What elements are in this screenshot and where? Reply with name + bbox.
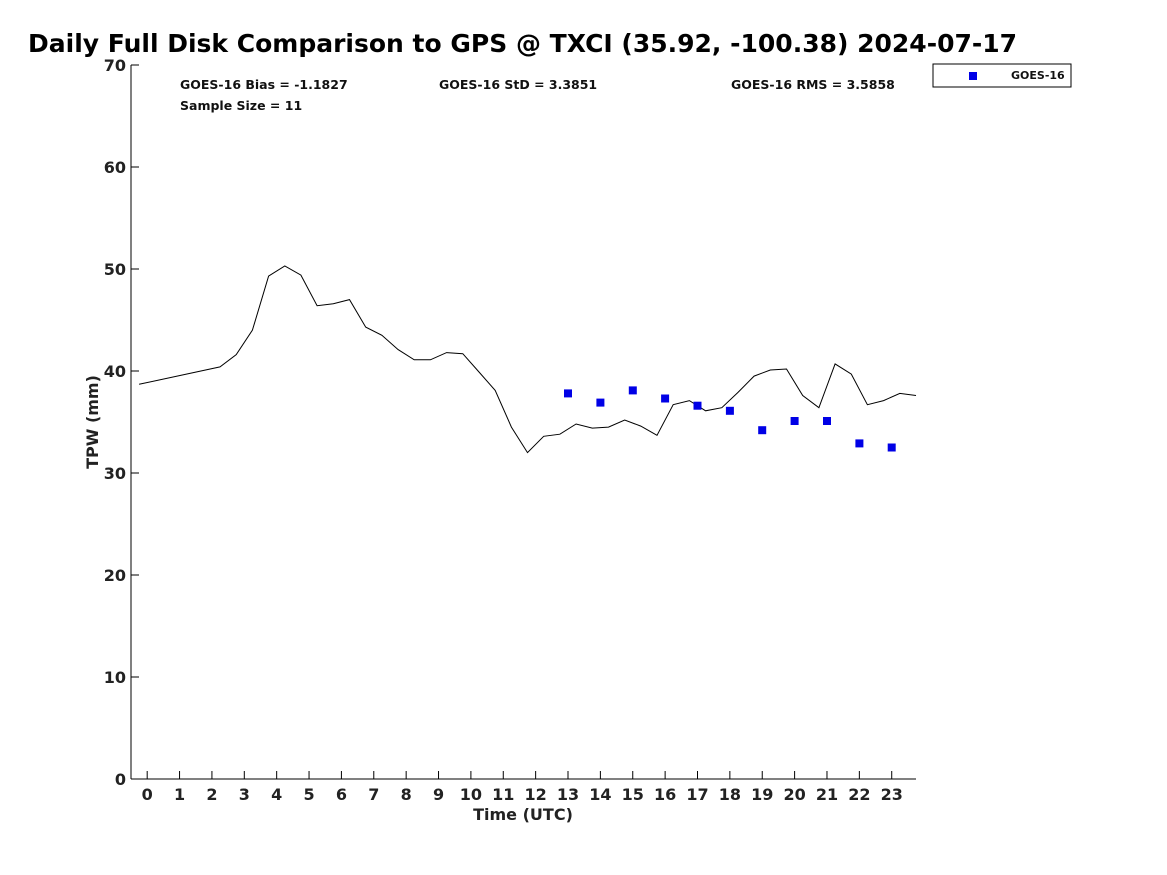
series-layer bbox=[138, 265, 917, 454]
chart-title: Daily Full Disk Comparison to GPS @ TXCI… bbox=[28, 29, 1017, 58]
x-tick-label: 0 bbox=[142, 785, 153, 804]
std-stat: GOES-16 StD = 3.3851 bbox=[439, 77, 597, 92]
y-tick-label: 60 bbox=[104, 158, 126, 177]
y-tick-label: 70 bbox=[104, 56, 126, 75]
rms-stat: GOES-16 RMS = 3.5858 bbox=[731, 77, 895, 92]
goes-16-point bbox=[725, 406, 734, 415]
x-tick-label: 23 bbox=[881, 785, 903, 804]
x-tick-label: 5 bbox=[303, 785, 314, 804]
x-tick-label: 17 bbox=[686, 785, 708, 804]
x-tick-label: 11 bbox=[492, 785, 514, 804]
y-tick-label: 0 bbox=[115, 770, 126, 789]
x-tick-label: 14 bbox=[589, 785, 611, 804]
x-tick-label: 6 bbox=[336, 785, 347, 804]
goes-16-point bbox=[887, 443, 896, 452]
goes-16-point bbox=[564, 389, 572, 398]
x-tick-label: 3 bbox=[239, 785, 250, 804]
goes-16-point bbox=[855, 439, 864, 448]
goes-16-point bbox=[758, 426, 767, 435]
x-tick-label: 20 bbox=[783, 785, 805, 804]
bias-stat: GOES-16 Bias = -1.1827 bbox=[180, 77, 348, 92]
gps-tpw-line bbox=[138, 265, 917, 454]
x-tick-label: 8 bbox=[401, 785, 412, 804]
legend: GOES-16 bbox=[932, 63, 1072, 88]
x-tick-label: 10 bbox=[460, 785, 482, 804]
y-axis-label: TPW (mm) bbox=[83, 375, 102, 469]
plot-area bbox=[130, 65, 916, 780]
goes-16-point bbox=[790, 417, 799, 425]
goes-16-point bbox=[661, 394, 670, 403]
x-axis: 0 1 2 3 4 5 6 7 8 9 10 11 12 13 14 15 16 17 18 19 20 21 22 23 bbox=[142, 771, 903, 804]
x-tick-label: 2 bbox=[206, 785, 217, 804]
x-tick-label: 13 bbox=[557, 785, 579, 804]
goes-16-point bbox=[693, 401, 702, 410]
goes-16-point bbox=[628, 386, 637, 395]
y-tick-label: 10 bbox=[104, 668, 126, 687]
legend-label-goes-16: GOES-16 bbox=[1011, 69, 1065, 82]
x-tick-label: 21 bbox=[816, 785, 838, 804]
goes-16-point bbox=[823, 417, 831, 425]
x-tick-label: 12 bbox=[525, 785, 547, 804]
x-tick-label: 22 bbox=[848, 785, 870, 804]
y-tick-label: 20 bbox=[104, 566, 126, 585]
legend-marker-goes-16 bbox=[969, 72, 977, 80]
y-tick-label: 30 bbox=[104, 464, 126, 483]
y-axis: 0 10 20 30 40 50 60 70 bbox=[104, 56, 139, 789]
legend-box bbox=[932, 63, 1072, 88]
x-tick-label: 19 bbox=[751, 785, 773, 804]
y-tick-label: 50 bbox=[104, 260, 126, 279]
goes-16-point bbox=[596, 398, 605, 407]
sample-size-stat: Sample Size = 11 bbox=[180, 98, 302, 113]
x-axis-label: Time (UTC) bbox=[473, 805, 573, 824]
x-tick-label: 4 bbox=[271, 785, 282, 804]
x-tick-label: 15 bbox=[622, 785, 644, 804]
x-tick-label: 16 bbox=[654, 785, 676, 804]
x-tick-label: 7 bbox=[368, 785, 379, 804]
y-tick-label: 40 bbox=[104, 362, 126, 381]
x-tick-label: 18 bbox=[719, 785, 741, 804]
x-tick-label: 9 bbox=[433, 785, 444, 804]
x-tick-label: 1 bbox=[174, 785, 185, 804]
